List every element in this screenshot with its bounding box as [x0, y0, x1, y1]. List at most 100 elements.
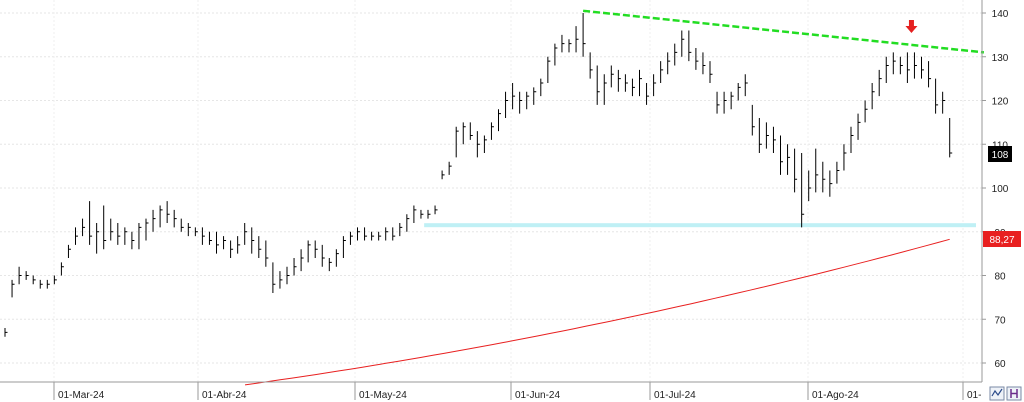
y-tick-label: 100: [992, 184, 1009, 195]
arrow-shaft: [908, 20, 914, 26]
ohlc-bar: [878, 69, 882, 97]
ohlc-bar: [928, 61, 932, 88]
x-tick-label: 01-Jun-24: [515, 390, 560, 401]
y-tick-label: 130: [992, 53, 1009, 64]
ohlc-bar: [610, 65, 614, 88]
ohlc-bar: [857, 113, 861, 140]
ohlc-bar: [244, 223, 248, 245]
resistance-line-path: [582, 9, 985, 54]
ohlc-bar: [349, 231, 353, 245]
ohlc-bar: [589, 52, 593, 79]
ohlc-bar: [624, 74, 628, 92]
x-tick-label: 01-Abr-24: [202, 390, 247, 401]
ohlc-bar: [32, 275, 36, 285]
ohlc-bar: [723, 91, 727, 114]
ohlc-bar: [716, 91, 720, 114]
ohlc-bar: [554, 43, 558, 66]
ohlc-bar: [639, 69, 642, 97]
plot-background: [0, 0, 982, 382]
x-tick-label: 01-May-24: [359, 390, 407, 401]
ohlc-bar: [89, 201, 93, 245]
ohlc-bar: [378, 231, 382, 241]
ohlc-bar: [194, 227, 198, 237]
x-tick-label: 01-Mar-24: [58, 390, 105, 401]
ohlc-bar: [695, 48, 699, 70]
ohlc-bar: [427, 209, 431, 219]
ohlc-bar: [413, 205, 417, 223]
ohlc-bar: [364, 227, 368, 241]
ohlc-bar: [371, 231, 375, 241]
ohlc-bar: [145, 218, 149, 241]
ohlc-bar: [124, 227, 128, 245]
bar-style-icon[interactable]: [1006, 386, 1022, 401]
ohlc-bar: [533, 87, 537, 105]
ohlc-bar: [815, 148, 819, 193]
ohlc-bar: [921, 56, 924, 79]
ohlc-bar: [342, 236, 346, 258]
ohlc-bar: [702, 52, 706, 75]
ohlc-bar: [103, 205, 107, 250]
ohlc-bar: [258, 236, 262, 258]
x-axis-ticks: 01-Mar-24 01-Abr-24 01-May-24 01-Jun-24 01-J…: [53, 382, 981, 401]
ohlc-bar: [180, 218, 184, 232]
ohlc-bar: [660, 61, 664, 83]
ohlc-bar: [483, 135, 487, 153]
ohlc-bar: [505, 91, 509, 118]
ohlc-bar: [787, 144, 791, 175]
resistance-line: [582, 9, 985, 54]
ohlc-bar: [300, 249, 304, 272]
last-price-badge: 108: [988, 146, 1012, 162]
price-bars: [4, 13, 953, 337]
ohlc-bar: [561, 34, 565, 53]
ohlc-bar: [187, 223, 191, 237]
ohlc-bar: [307, 240, 311, 263]
x-tick-label: 01-Ago-24: [812, 390, 859, 401]
ohlc-bar: [942, 91, 946, 114]
ohlc-bar: [441, 170, 445, 180]
ohlc-bar: [328, 258, 332, 272]
ohlc-bar: [794, 148, 798, 193]
ohlc-bar: [512, 83, 516, 110]
moving-average-label: 88,27: [989, 235, 1014, 246]
down-arrow-marker: [905, 20, 918, 33]
ohlc-bar: [498, 109, 501, 132]
ohlc-bar: [490, 122, 494, 140]
ohlc-bar: [631, 78, 635, 97]
ohlc-bar: [751, 104, 755, 136]
ohlc-bar: [864, 100, 868, 123]
ohlc-bar: [829, 170, 833, 197]
ohlc-bar: [808, 170, 812, 202]
ohlc-bar: [420, 209, 424, 219]
ohlc-bar: [279, 271, 283, 289]
arrow-head: [905, 26, 918, 33]
ohlc-bar: [335, 249, 339, 267]
ohlc-bar: [681, 30, 685, 57]
chart-type-icon[interactable]: [989, 386, 1005, 401]
ohlc-bar: [737, 83, 741, 101]
ohlc-bar: [4, 328, 8, 337]
ohlc-bar: [603, 74, 607, 105]
ohlc-bar: [822, 161, 826, 193]
ohlc-bar: [110, 218, 114, 241]
last-price-label: 108: [992, 150, 1009, 161]
ohlc-bar: [314, 240, 318, 258]
ohlc-bar: [385, 227, 389, 241]
y-tick-label: 140: [992, 9, 1009, 20]
moving-average-path: [244, 238, 950, 386]
ohlc-bar: [674, 43, 678, 66]
ohlc-bar: [166, 201, 170, 223]
ohlc-bar: [131, 231, 135, 250]
ohlc-bar: [667, 52, 671, 75]
ohlc-bar: [519, 91, 523, 114]
ohlc-bar: [540, 78, 544, 97]
ohlc-bar: [67, 244, 71, 258]
x-tick-label: 01-Jul-24: [654, 390, 696, 401]
ohlc-bar: [617, 69, 621, 92]
ohlc-bar: [568, 39, 572, 53]
ohlc-bar: [892, 52, 896, 75]
ohlc-bar: [949, 118, 953, 158]
ohlc-bar: [575, 26, 579, 53]
ohlc-bar: [201, 227, 205, 245]
ohlc-bar: [758, 118, 762, 153]
